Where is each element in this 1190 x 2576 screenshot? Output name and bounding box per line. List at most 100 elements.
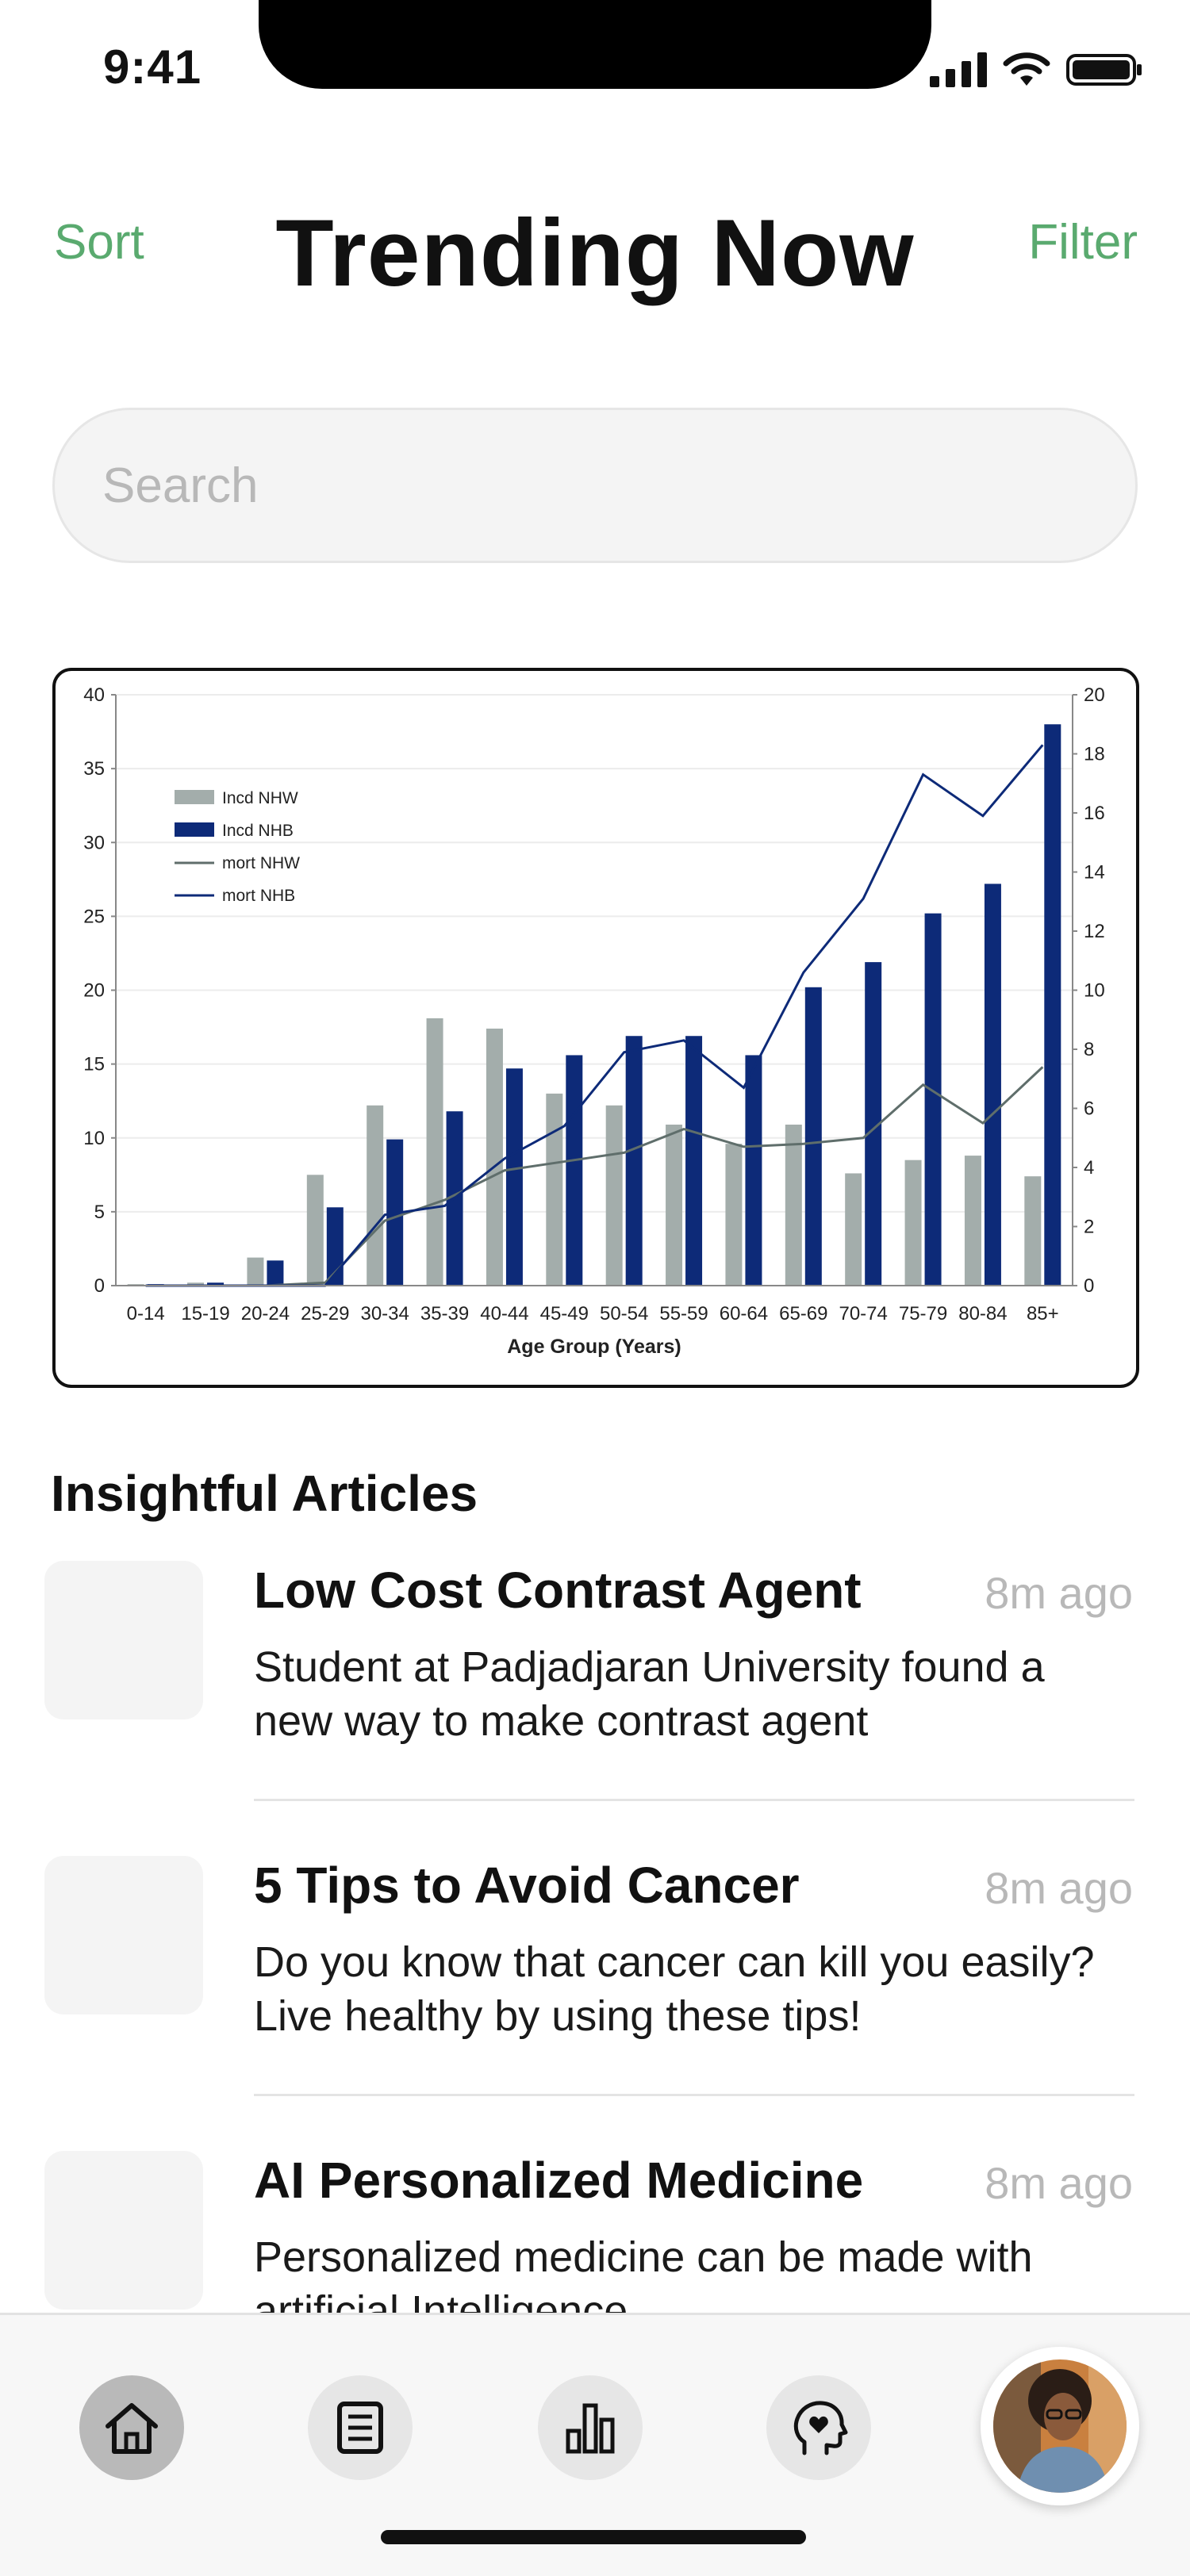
y-tick-label: 40: [83, 684, 105, 706]
legend-label: Incd NHW: [222, 789, 298, 807]
y2-tick-label: 2: [1084, 1217, 1094, 1238]
article-item[interactable]: Low Cost Contrast Agent 8m ago Student a…: [0, 1561, 1190, 1854]
bar-incd-nhb: [1044, 724, 1061, 1286]
legend-swatch: [175, 790, 214, 804]
chart-axes: [111, 694, 1077, 1286]
bar-incd-nhb: [267, 1260, 284, 1286]
nav-stats-button[interactable]: [538, 2375, 643, 2480]
x-tick-label: 50-54: [600, 1303, 648, 1324]
y-tick-label: 5: [94, 1202, 105, 1223]
y-tick-label: 10: [83, 1128, 105, 1149]
bar-incd-nhw: [367, 1105, 384, 1286]
x-tick-label: 85+: [1027, 1303, 1059, 1324]
chart-x-labels: 0-14 15-19 20-24 25-29 30-34 35-39 40-44 45-49 5…: [127, 1303, 1059, 1324]
x-tick-label: 60-64: [720, 1303, 768, 1324]
trending-chart-card: 0 5 10 15 20 25 30 35 40 0 2 4 6 8 10 12 14 16 18 20 0-14 15…: [52, 668, 1139, 1388]
bar-incd-nhw: [605, 1105, 623, 1286]
article-thumbnail[interactable]: [44, 1561, 203, 1719]
x-tick-label: 55-59: [659, 1303, 708, 1324]
bar-incd-nhw: [247, 1257, 264, 1286]
x-tick-label: 70-74: [839, 1303, 887, 1324]
cellular-signal-icon: [930, 52, 987, 87]
bar-incd-nhb: [924, 913, 942, 1286]
article-divider: [254, 1799, 1134, 1801]
bar-incd-nhw: [785, 1124, 802, 1286]
nav-home-button[interactable]: [79, 2375, 184, 2480]
device-notch: [259, 0, 931, 89]
y2-tick-label: 16: [1084, 803, 1105, 824]
bar-incd-nhw: [725, 1144, 743, 1286]
bar-incd-nhw: [306, 1175, 324, 1286]
search-bar[interactable]: [52, 408, 1138, 563]
article-time: 8m ago: [985, 1568, 1133, 1618]
y2-tick-label: 20: [1084, 684, 1105, 706]
article-description: Do you know that cancer can kill you eas…: [254, 1938, 1095, 2040]
chart-legend: Incd NHW Incd NHB mort NHW mort NHB: [175, 789, 300, 905]
article-title[interactable]: Low Cost Contrast Agent: [254, 1562, 862, 1619]
bar-incd-nhw: [426, 1018, 443, 1286]
x-tick-label: 45-49: [540, 1303, 589, 1324]
nav-mental-health-button[interactable]: [766, 2375, 871, 2480]
status-icons: [930, 52, 1142, 87]
article-item[interactable]: 5 Tips to Avoid Cancer 8m ago Do you kno…: [0, 1856, 1190, 2149]
x-tick-label: 35-39: [420, 1303, 469, 1324]
x-tick-label: 65-69: [779, 1303, 827, 1324]
bar-incd-nhb: [804, 987, 822, 1286]
incidence-mortality-chart: 0 5 10 15 20 25 30 35 40 0 2 4 6 8 10 12 14 16 18 20 0-14 15…: [83, 684, 1105, 1358]
legend-swatch: [175, 822, 214, 837]
y2-tick-label: 6: [1084, 1098, 1094, 1120]
bar-chart-icon: [566, 2403, 615, 2454]
bar-incd-nhw: [546, 1093, 563, 1286]
bar-incd-nhb: [326, 1207, 344, 1286]
article-item[interactable]: AI Personalized Medicine 8m ago Personal…: [0, 2151, 1190, 2444]
article-title[interactable]: 5 Tips to Avoid Cancer: [254, 1857, 800, 1914]
bar-incd-nhb: [566, 1055, 583, 1286]
status-bar: 9:41: [0, 0, 1190, 143]
bar-incd-nhb: [625, 1036, 643, 1286]
y-tick-label: 0: [94, 1275, 105, 1297]
article-thumbnail[interactable]: [44, 1856, 203, 2014]
x-tick-label: 20-24: [241, 1303, 290, 1324]
article-time: 8m ago: [985, 2158, 1133, 2208]
nav-articles-button[interactable]: [308, 2375, 413, 2480]
x-tick-label: 40-44: [480, 1303, 528, 1324]
bar-incd-nhw: [845, 1173, 862, 1286]
y-tick-label: 25: [83, 906, 105, 927]
bar-incd-nhw: [1024, 1176, 1042, 1286]
bar-incd-nhb: [207, 1282, 225, 1286]
x-tick-label: 0-14: [127, 1303, 165, 1324]
chart-bars: [127, 724, 1061, 1286]
search-input[interactable]: [102, 410, 1086, 561]
sort-button[interactable]: Sort: [54, 215, 144, 270]
profile-avatar-button[interactable]: [981, 2347, 1139, 2505]
article-title[interactable]: AI Personalized Medicine: [254, 2152, 864, 2209]
y2-tick-label: 12: [1084, 921, 1105, 942]
bar-incd-nhb: [745, 1055, 762, 1286]
article-divider: [254, 2094, 1134, 2096]
status-time: 9:41: [103, 40, 202, 94]
y-tick-label: 15: [83, 1054, 105, 1075]
bar-incd-nhb: [984, 884, 1001, 1286]
legend-label: Incd NHB: [222, 822, 294, 840]
bar-incd-nhw: [666, 1124, 683, 1286]
home-indicator: [381, 2530, 806, 2544]
battery-icon: [1066, 54, 1142, 86]
filter-button[interactable]: Filter: [1028, 215, 1138, 270]
article-icon: [337, 2402, 383, 2454]
y-tick-label: 20: [83, 980, 105, 1002]
bar-incd-nhw: [486, 1028, 503, 1286]
legend-label: mort NHW: [222, 854, 300, 872]
x-tick-label: 15-19: [181, 1303, 229, 1324]
x-tick-label: 75-79: [899, 1303, 947, 1324]
article-time: 8m ago: [985, 1863, 1133, 1913]
x-tick-label: 80-84: [958, 1303, 1007, 1324]
y-tick-label: 35: [83, 758, 105, 780]
mind-heart-icon: [793, 2401, 848, 2455]
bar-incd-nhw: [187, 1282, 205, 1286]
wifi-icon: [1003, 52, 1050, 86]
article-thumbnail[interactable]: [44, 2151, 203, 2310]
y2-tick-label: 14: [1084, 862, 1105, 884]
article-description: Student at Padjadjaran University found …: [254, 1643, 1045, 1745]
articles-section-title: Insightful Articles: [51, 1465, 478, 1522]
x-axis-title: Age Group (Years): [507, 1336, 681, 1358]
